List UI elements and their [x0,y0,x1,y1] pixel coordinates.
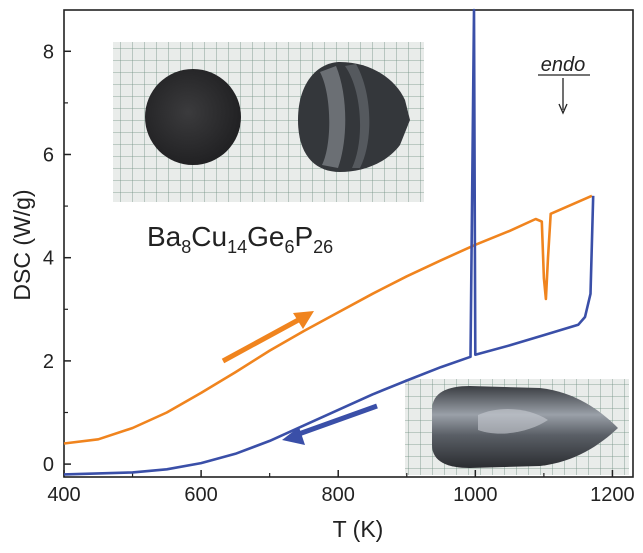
compound-formula: Ba8Cu14Ge6P26 [147,221,333,257]
y-tick-label-2: 2 [43,351,54,373]
y-axis-label: DSC (W/g) [9,189,35,300]
heating-curve [63,194,593,445]
cooling-curve [63,8,595,476]
data-series [63,8,595,476]
plot-frame [63,9,634,478]
x-tick-label-1000: 1000 [453,484,498,506]
endo-annotation: endo [538,54,590,115]
cooling-arrow [282,403,378,445]
heating-arrow [221,311,314,364]
y-tick-label-0: 0 [43,454,54,476]
y-tick-label-4: 4 [43,248,54,270]
x-axis-label: T (K) [333,516,384,542]
ingot-photo [405,379,629,475]
pellet-disc [145,69,241,165]
endo-label: endo [541,54,586,76]
x-tick-label-400: 400 [47,484,80,506]
axis-ticks: 400 600 800 1000 1200 0 2 4 6 8 [43,41,635,506]
x-tick-label-1200: 1200 [590,484,635,506]
x-tick-label-600: 600 [184,484,217,506]
y-tick-label-8: 8 [43,41,54,63]
x-tick-label-800: 800 [322,484,355,506]
pellet-and-cut-sample-photo [113,42,424,202]
y-tick-label-6: 6 [43,144,54,166]
